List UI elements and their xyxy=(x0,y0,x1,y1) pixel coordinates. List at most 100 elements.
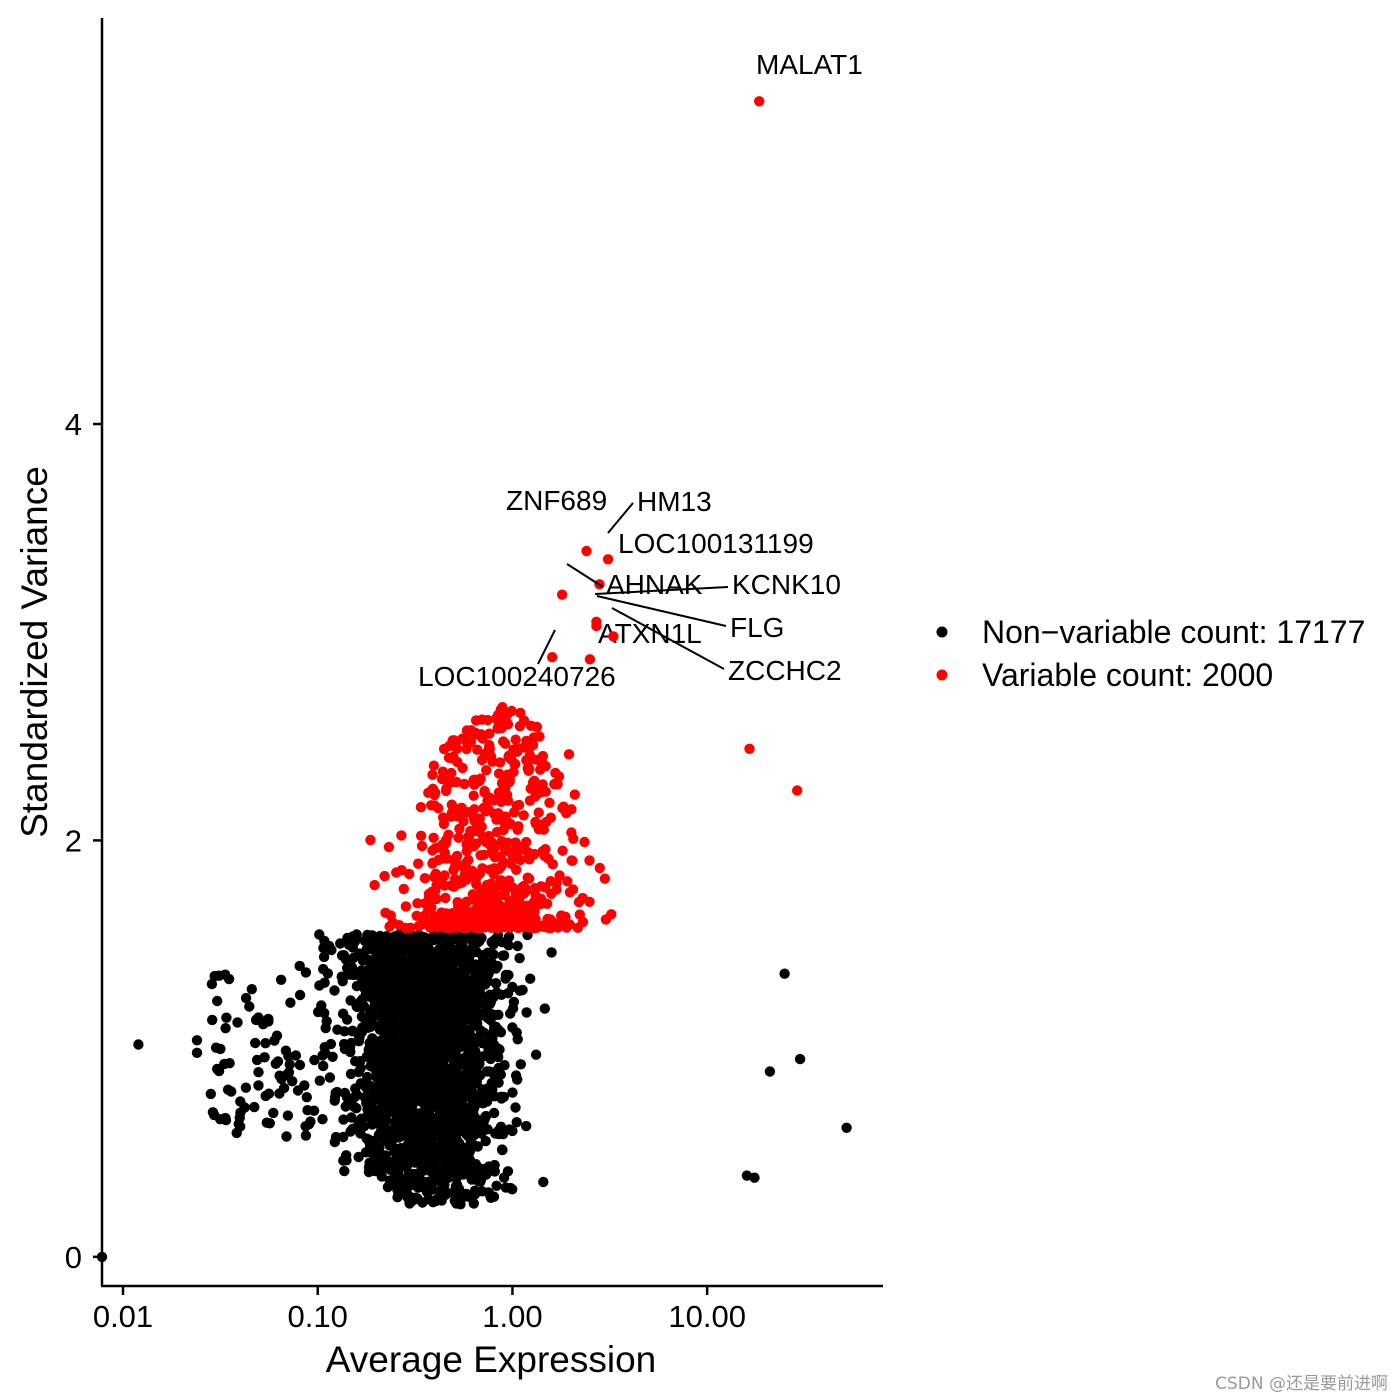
point-variable xyxy=(438,743,450,755)
point-ahnak xyxy=(556,589,568,600)
point-nonvariable xyxy=(466,1168,478,1179)
point-variable xyxy=(365,834,376,846)
point-nonvariable xyxy=(278,1082,290,1094)
point-variable xyxy=(500,811,511,822)
point-variable xyxy=(513,821,524,832)
point-nonvariable xyxy=(414,1082,426,1094)
point-variable xyxy=(527,777,539,788)
point-nonvariable xyxy=(344,969,355,980)
point-nonvariable xyxy=(268,1107,279,1119)
y-tick-label: 2 xyxy=(65,823,82,858)
point-variable xyxy=(562,876,573,887)
point-nonvariable xyxy=(521,1007,532,1018)
point-nonvariable xyxy=(465,931,477,942)
point-nonvariable xyxy=(469,1189,481,1200)
point-nonvariable xyxy=(320,1022,331,1034)
point-nonvariable xyxy=(403,1193,414,1205)
point-nonvariable xyxy=(234,1112,245,1123)
point-nonvariable xyxy=(441,984,452,995)
point-variable xyxy=(552,779,563,790)
point-nonvariable xyxy=(318,963,329,975)
point-nonvariable xyxy=(422,944,433,955)
point-variable xyxy=(493,768,505,779)
point-variable xyxy=(454,823,465,834)
point-variable xyxy=(542,922,553,933)
point-variable xyxy=(439,870,450,881)
point-nonvariable xyxy=(466,1039,477,1050)
point-variable xyxy=(525,720,537,731)
point-nonvariable xyxy=(443,934,454,945)
point-nonvariable xyxy=(338,1114,349,1125)
point-variable xyxy=(423,888,435,900)
point-variable xyxy=(489,863,500,874)
point-nonvariable xyxy=(300,1130,312,1141)
point-nonvariable xyxy=(464,1024,475,1036)
point-nonvariable xyxy=(388,994,399,1005)
point-nonvariable xyxy=(437,1137,448,1148)
point-nonvariable xyxy=(345,1126,356,1137)
point-nonvariable xyxy=(469,1140,480,1151)
x-tick-label: 0.01 xyxy=(93,1299,153,1334)
point-nonvariable xyxy=(465,947,476,958)
point-nonvariable xyxy=(351,1089,363,1101)
point-nonvariable xyxy=(841,1122,852,1134)
point-nonvariable xyxy=(364,1043,375,1054)
point-variable xyxy=(511,912,522,923)
leader-line-ahnak xyxy=(566,563,604,588)
point-nonvariable xyxy=(374,959,385,970)
gene-label-loc100240726: LOC100240726 xyxy=(418,661,616,692)
point-nonvariable xyxy=(387,1005,399,1017)
point-nonvariable xyxy=(484,1165,496,1177)
point-nonvariable xyxy=(380,978,391,989)
point-nonvariable xyxy=(432,959,443,970)
data-points xyxy=(96,702,852,1263)
leader-line-kcnk10 xyxy=(594,586,729,595)
point-variable xyxy=(416,919,428,930)
point-variable xyxy=(487,849,499,860)
point-nonvariable xyxy=(426,1067,437,1079)
point-variable xyxy=(573,896,585,908)
point-nonvariable xyxy=(480,1135,491,1147)
point-nonvariable xyxy=(388,1019,399,1030)
point-nonvariable xyxy=(488,1107,500,1119)
point-nonvariable xyxy=(386,1065,397,1077)
point-nonvariable xyxy=(336,971,347,982)
point-nonvariable xyxy=(464,1113,475,1124)
point-nonvariable xyxy=(329,1095,340,1106)
point-nonvariable xyxy=(394,969,405,980)
point-nonvariable xyxy=(459,1015,471,1026)
legend-key-nonvariable xyxy=(936,626,948,638)
point-nonvariable xyxy=(240,992,252,1004)
point-nonvariable xyxy=(495,1069,506,1080)
point-nonvariable xyxy=(521,1120,532,1132)
point-variable xyxy=(554,870,565,881)
point-nonvariable xyxy=(362,1071,373,1083)
point-nonvariable xyxy=(206,978,218,990)
point-nonvariable xyxy=(406,960,417,971)
point-nonvariable xyxy=(476,1121,487,1132)
point-nonvariable xyxy=(483,1083,494,1094)
point-nonvariable xyxy=(399,1115,410,1126)
point-nonvariable xyxy=(380,1035,392,1046)
point-nonvariable xyxy=(365,943,377,955)
point-nonvariable xyxy=(275,974,287,985)
point-nonvariable xyxy=(335,938,346,949)
point-nonvariable xyxy=(240,1082,252,1093)
point-nonvariable xyxy=(448,1062,459,1073)
point-variable xyxy=(534,731,545,742)
point-variable xyxy=(394,920,405,931)
point-variable xyxy=(443,829,454,840)
point-nonvariable xyxy=(470,959,481,970)
legend-key-variable xyxy=(936,669,948,681)
point-nonvariable xyxy=(457,1004,468,1015)
watermark: CSDN @还是要前进啊 xyxy=(1215,1374,1388,1394)
point-nonvariable xyxy=(418,1062,430,1074)
point-nonvariable xyxy=(429,1081,440,1093)
point-nonvariable xyxy=(223,973,235,985)
point-nonvariable xyxy=(374,1075,386,1086)
x-tick-label: 10.00 xyxy=(668,1299,746,1334)
point-variable xyxy=(448,854,459,866)
x-tick-label: 1.00 xyxy=(482,1299,542,1334)
point-nonvariable xyxy=(482,976,494,987)
